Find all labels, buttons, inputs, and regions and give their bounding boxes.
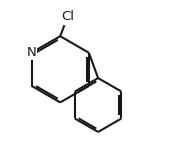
- Text: Cl: Cl: [61, 10, 74, 23]
- Text: N: N: [27, 46, 36, 59]
